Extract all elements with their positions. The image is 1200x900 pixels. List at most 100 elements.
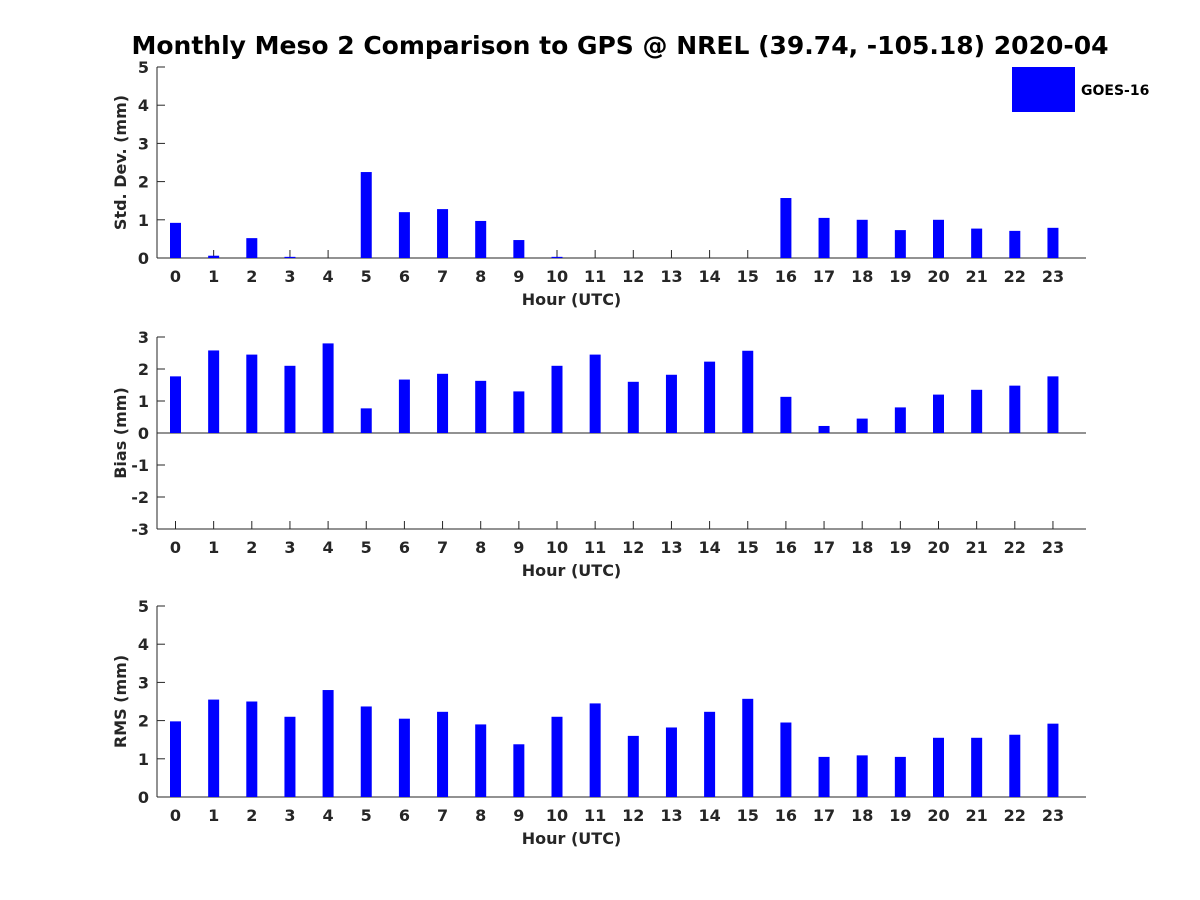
std-bar xyxy=(246,238,258,258)
bias-ytick-label: -2 xyxy=(131,488,149,507)
std-bar xyxy=(818,217,830,258)
bias-ytick-label: -1 xyxy=(131,456,149,475)
bias-xtick-label: 7 xyxy=(437,538,448,557)
rms-xtick-label: 4 xyxy=(323,806,334,825)
bias-bar xyxy=(322,343,334,433)
std-xtick-label: 15 xyxy=(737,267,759,286)
bias-ytick-label: 3 xyxy=(138,328,149,347)
std-xtick-label: 3 xyxy=(284,267,295,286)
bias-bar xyxy=(398,379,410,433)
bias-bar xyxy=(704,361,716,433)
bias-xtick-label: 18 xyxy=(851,538,873,557)
rms-bar xyxy=(170,721,181,797)
std-bar xyxy=(284,256,296,258)
bias-xtick-label: 14 xyxy=(698,538,720,557)
std-bar xyxy=(933,219,944,258)
bias-ytick-label: 2 xyxy=(138,360,149,379)
bias-xtick-label: 23 xyxy=(1042,538,1064,557)
bias-y-axis-label: Bias (mm) xyxy=(111,387,130,479)
rms-bar xyxy=(704,711,716,797)
bias-xtick-label: 13 xyxy=(660,538,682,557)
std-bar xyxy=(170,222,181,258)
std-bar xyxy=(437,209,449,258)
std-xtick-label: 4 xyxy=(323,267,334,286)
std-xtick-label: 17 xyxy=(813,267,835,286)
bias-bar xyxy=(1047,376,1059,433)
rms-xtick-label: 11 xyxy=(584,806,606,825)
rms-x-axis-label: Hour (UTC) xyxy=(522,829,622,848)
legend-label: GOES-16 xyxy=(1081,83,1149,99)
bias-xtick-label: 9 xyxy=(513,538,524,557)
std-bar xyxy=(894,230,906,258)
std-bar xyxy=(856,219,868,258)
bias-xtick-label: 1 xyxy=(208,538,219,557)
std-xtick-label: 11 xyxy=(584,267,606,286)
std-xtick-label: 16 xyxy=(775,267,797,286)
bias-bar xyxy=(475,380,487,433)
bias-ytick-label: 0 xyxy=(138,424,149,443)
bias-bar xyxy=(818,425,830,433)
std-ytick-label: 4 xyxy=(138,96,149,115)
rms-xtick-label: 9 xyxy=(513,806,524,825)
bias-bar xyxy=(742,350,754,433)
rms-bar xyxy=(284,716,296,797)
rms-xtick-label: 21 xyxy=(966,806,988,825)
std-xtick-label: 2 xyxy=(246,267,257,286)
std-xtick-label: 20 xyxy=(927,267,949,286)
bias-bar xyxy=(246,354,258,433)
rms-bar xyxy=(475,724,487,797)
rms-xtick-label: 20 xyxy=(927,806,949,825)
rms-xtick-label: 14 xyxy=(698,806,720,825)
rms-xtick-label: 3 xyxy=(284,806,295,825)
std-bar xyxy=(551,256,563,258)
rms-bar xyxy=(818,756,830,797)
bias-xtick-label: 20 xyxy=(927,538,949,557)
rms-xtick-label: 16 xyxy=(775,806,797,825)
rms-bar xyxy=(894,756,906,797)
bias-xtick-label: 6 xyxy=(399,538,410,557)
rms-ytick-label: 5 xyxy=(138,597,149,616)
std-xtick-label: 18 xyxy=(851,267,873,286)
legend: GOES-16 xyxy=(1012,67,1149,112)
bias-xtick-label: 16 xyxy=(775,538,797,557)
rms-ytick-label: 0 xyxy=(138,788,149,807)
bias-xtick-label: 21 xyxy=(966,538,988,557)
std-bar xyxy=(475,220,487,258)
rms-xtick-label: 15 xyxy=(737,806,759,825)
std-bar xyxy=(208,255,220,258)
std-bar xyxy=(1009,230,1021,258)
rms-bar xyxy=(933,737,944,797)
std-x-axis-label: Hour (UTC) xyxy=(522,290,622,309)
rms-bar xyxy=(360,706,372,797)
chart-title: Monthly Meso 2 Comparison to GPS @ NREL … xyxy=(131,31,1108,60)
rms-bar xyxy=(398,718,410,797)
rms-bar xyxy=(437,711,449,797)
bias-xtick-label: 11 xyxy=(584,538,606,557)
bias-bar xyxy=(437,373,449,433)
bias-xtick-label: 19 xyxy=(889,538,911,557)
rms-bar xyxy=(665,727,677,797)
bias-bar xyxy=(1009,385,1021,433)
bias-bar xyxy=(933,394,944,433)
rms-xtick-label: 23 xyxy=(1042,806,1064,825)
rms-bar xyxy=(627,735,639,797)
rms-bar xyxy=(208,699,220,797)
bias-bar xyxy=(551,365,563,433)
std-ytick-label: 1 xyxy=(138,211,149,230)
std-xtick-label: 13 xyxy=(660,267,682,286)
std-xtick-label: 6 xyxy=(399,267,410,286)
legend-swatch xyxy=(1012,67,1075,112)
bias-bar xyxy=(589,354,601,433)
bias-ytick-label: 1 xyxy=(138,392,149,411)
rms-xtick-label: 8 xyxy=(475,806,486,825)
std-ytick-label: 2 xyxy=(138,173,149,192)
std-ytick-label: 0 xyxy=(138,249,149,268)
rms-xtick-label: 7 xyxy=(437,806,448,825)
bias-bar xyxy=(208,350,220,433)
bias-bar xyxy=(971,389,983,433)
rms-xtick-label: 10 xyxy=(546,806,568,825)
std-bar xyxy=(971,228,983,258)
std-xtick-label: 7 xyxy=(437,267,448,286)
